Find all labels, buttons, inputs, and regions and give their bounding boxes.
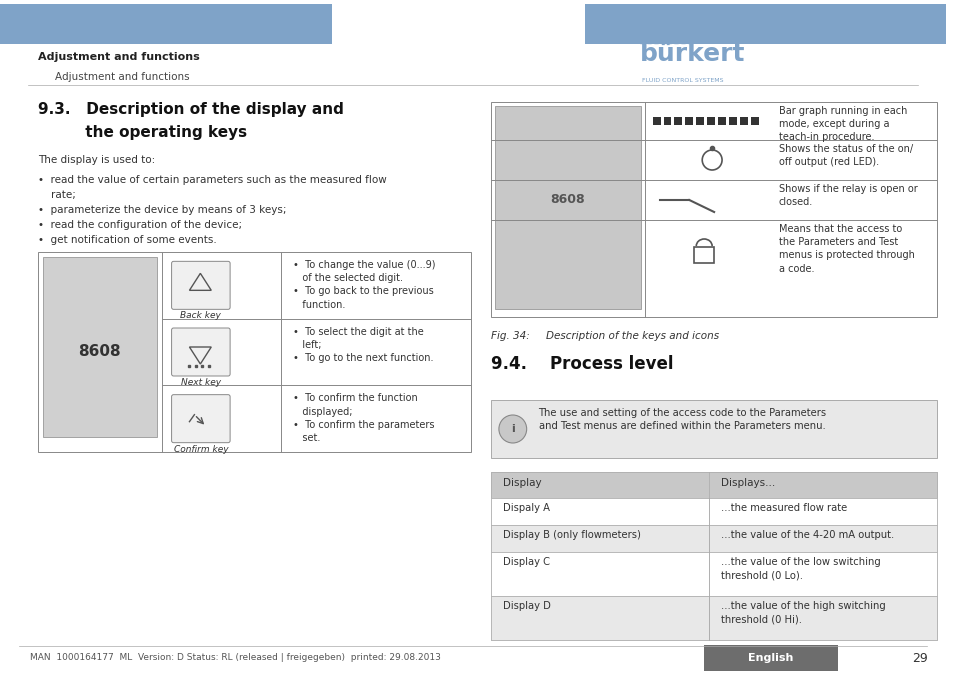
- Text: the operating keys: the operating keys: [38, 125, 247, 140]
- Text: •  get notification of some events.: • get notification of some events.: [38, 235, 216, 245]
- Text: Next key: Next key: [181, 378, 221, 387]
- Text: Shows if the relay is open or
closed.: Shows if the relay is open or closed.: [778, 184, 917, 207]
- FancyBboxPatch shape: [172, 394, 230, 443]
- Text: Shows the status of the on/
off output (red LED).: Shows the status of the on/ off output (…: [778, 144, 912, 167]
- Bar: [718, 117, 725, 125]
- Text: Adjustment and functions: Adjustment and functions: [38, 52, 199, 62]
- Bar: [584, 4, 945, 44]
- Text: 29: 29: [912, 651, 927, 664]
- Text: bürkert: bürkert: [639, 42, 744, 66]
- Text: 8608: 8608: [78, 345, 121, 359]
- Bar: [694, 247, 714, 263]
- Text: Confirm key: Confirm key: [173, 445, 228, 454]
- FancyBboxPatch shape: [172, 328, 230, 376]
- Text: •  To select the digit at the
   left;
•  To go to the next function.: • To select the digit at the left; • To …: [293, 326, 433, 363]
- Text: Display B (only flowmeters): Display B (only flowmeters): [502, 530, 640, 540]
- Text: 9.4.    Process level: 9.4. Process level: [491, 355, 673, 373]
- Text: Back key: Back key: [180, 312, 221, 320]
- Bar: [706, 117, 715, 125]
- Bar: [491, 472, 936, 498]
- Bar: [684, 117, 693, 125]
- Circle shape: [498, 415, 526, 443]
- Bar: [491, 498, 936, 525]
- Text: English: English: [748, 653, 793, 663]
- Bar: [491, 102, 936, 317]
- Text: •  parameterize the device by means of 3 keys;: • parameterize the device by means of 3 …: [38, 205, 286, 215]
- Text: Displays...: Displays...: [720, 478, 775, 488]
- Bar: [491, 472, 936, 640]
- Text: ...the value of the high switching
threshold (0 Hi).: ...the value of the high switching thres…: [720, 601, 885, 624]
- Text: rate;: rate;: [38, 190, 75, 200]
- Text: 9.3.   Description of the display and: 9.3. Description of the display and: [38, 102, 343, 117]
- Bar: [728, 117, 736, 125]
- Text: i: i: [511, 424, 514, 434]
- Text: Display: Display: [502, 478, 541, 488]
- Bar: [674, 117, 681, 125]
- Bar: [491, 525, 936, 552]
- Text: FLUID CONTROL SYSTEMS: FLUID CONTROL SYSTEMS: [641, 78, 722, 83]
- Text: ...the measured flow rate: ...the measured flow rate: [720, 503, 846, 513]
- Bar: [703, 645, 838, 671]
- Text: ...the value of the 4‑20 mA output.: ...the value of the 4‑20 mA output.: [720, 530, 893, 540]
- Text: Fig. 34:     Description of the keys and icons: Fig. 34: Description of the keys and ico…: [491, 331, 719, 341]
- Bar: [740, 117, 747, 125]
- Bar: [491, 400, 936, 458]
- Text: Adjustment and functions: Adjustment and functions: [54, 72, 189, 82]
- Bar: [43, 257, 156, 437]
- Text: •  To change the value (0...9)
   of the selected digit.
•  To go back to the pr: • To change the value (0...9) of the sel…: [293, 260, 435, 310]
- Bar: [0, 4, 332, 44]
- Text: ...the value of the low switching
threshold (0 Lo).: ...the value of the low switching thresh…: [720, 557, 880, 580]
- Text: Bar graph running in each
mode, except during a
teach-in procedure.: Bar graph running in each mode, except d…: [778, 106, 906, 143]
- Text: Display C: Display C: [502, 557, 549, 567]
- Text: Dispaly A: Dispaly A: [502, 503, 549, 513]
- Text: •  To confirm the function
   displayed;
•  To confirm the parameters
   set.: • To confirm the function displayed; • T…: [293, 393, 434, 443]
- Text: •  read the configuration of the device;: • read the configuration of the device;: [38, 220, 241, 230]
- Bar: [663, 117, 671, 125]
- Bar: [750, 117, 758, 125]
- Text: Means that the access to
the Parameters and Test
menus is protected through
a co: Means that the access to the Parameters …: [778, 224, 914, 274]
- Text: Display D: Display D: [502, 601, 550, 611]
- Bar: [652, 117, 659, 125]
- FancyBboxPatch shape: [172, 261, 230, 310]
- Text: 8608: 8608: [550, 193, 584, 206]
- Text: The display is used to:: The display is used to:: [38, 155, 154, 165]
- Bar: [491, 552, 936, 596]
- Bar: [38, 252, 471, 452]
- Text: MAN  1000164177  ML  Version: D Status: RL (released | freigegeben)  printed: 29: MAN 1000164177 ML Version: D Status: RL …: [30, 653, 440, 662]
- Bar: [696, 117, 703, 125]
- Text: The use and setting of the access code to the Parameters
and Test menus are defi: The use and setting of the access code t…: [538, 408, 826, 431]
- Bar: [491, 596, 936, 640]
- Bar: [495, 106, 640, 309]
- Text: •  read the value of certain parameters such as the measured flow: • read the value of certain parameters s…: [38, 175, 386, 185]
